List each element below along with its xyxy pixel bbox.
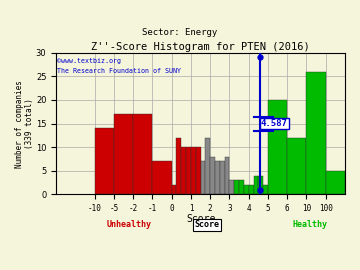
Bar	[268, 100, 287, 194]
Bar	[186, 147, 191, 194]
Bar	[229, 180, 234, 194]
Y-axis label: Number of companies
(339 total): Number of companies (339 total)	[15, 80, 35, 167]
Bar	[172, 185, 176, 194]
Text: Unhealthy: Unhealthy	[106, 220, 151, 229]
Bar	[152, 161, 172, 194]
Text: Healthy: Healthy	[292, 220, 327, 229]
Bar	[287, 138, 306, 194]
Bar	[176, 138, 181, 194]
Bar	[244, 185, 249, 194]
Bar	[253, 176, 258, 194]
Bar	[215, 161, 220, 194]
Bar	[258, 176, 263, 194]
Text: 4.587: 4.587	[261, 119, 288, 128]
Bar	[133, 114, 152, 194]
Bar	[220, 161, 225, 194]
Bar	[326, 171, 345, 194]
Text: Sector: Energy: Sector: Energy	[142, 28, 218, 37]
Bar	[306, 72, 326, 194]
Text: The Research Foundation of SUNY: The Research Foundation of SUNY	[57, 68, 181, 74]
Text: Score: Score	[195, 220, 220, 229]
X-axis label: Score: Score	[186, 214, 215, 224]
Bar	[249, 185, 253, 194]
Bar	[201, 161, 206, 194]
Bar	[210, 157, 215, 194]
Bar	[263, 185, 268, 194]
Bar	[234, 180, 239, 194]
Text: ©www.textbiz.org: ©www.textbiz.org	[57, 58, 121, 65]
Bar	[239, 180, 244, 194]
Bar	[196, 147, 201, 194]
Bar	[95, 128, 114, 194]
Bar	[114, 114, 133, 194]
Title: Z''-Score Histogram for PTEN (2016): Z''-Score Histogram for PTEN (2016)	[91, 42, 310, 52]
Bar	[191, 147, 196, 194]
Bar	[181, 147, 186, 194]
Bar	[206, 138, 210, 194]
Bar	[225, 157, 229, 194]
